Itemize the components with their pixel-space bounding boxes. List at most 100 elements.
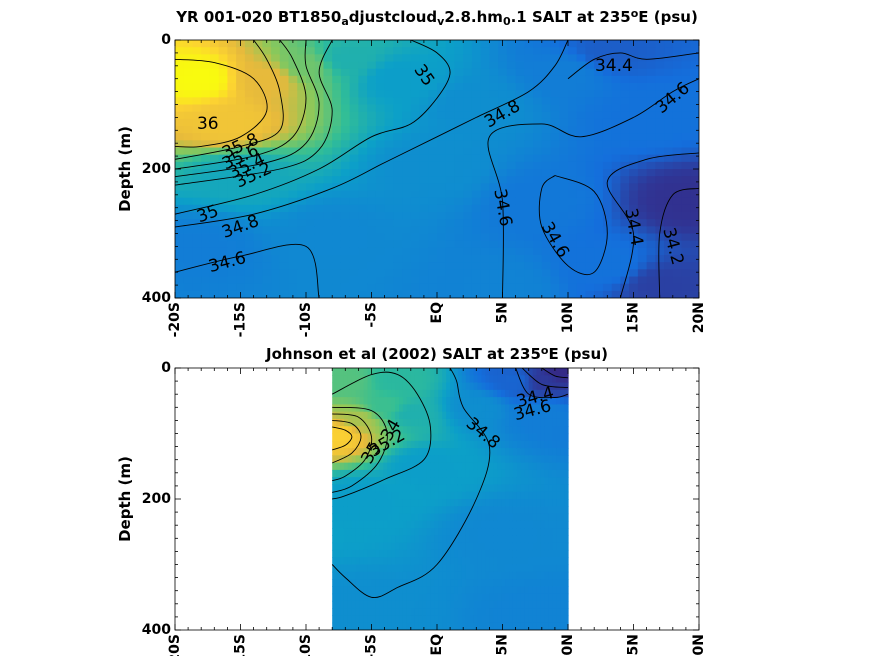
- heatmap-cell: [672, 61, 683, 70]
- heatmap-cell: [520, 433, 526, 442]
- heatmap-cell: [672, 47, 683, 55]
- heatmap-cell: [497, 491, 502, 500]
- heatmap-cell: [524, 579, 530, 587]
- heatmap-cell: [349, 47, 359, 55]
- heatmap-cell: [384, 154, 394, 163]
- heatmap-cell: [576, 226, 587, 235]
- heatmap-cell: [446, 615, 451, 624]
- heatmap-cell: [399, 389, 404, 398]
- heatmap-cell: [399, 469, 404, 478]
- heatmap-cell: [384, 233, 394, 242]
- heatmap-cell: [332, 47, 342, 55]
- heatmap-cell: [672, 283, 683, 292]
- heatmap-cell: [227, 226, 237, 235]
- heatmap-cell: [340, 411, 345, 420]
- heatmap-cell: [480, 190, 490, 199]
- heatmap-cell: [391, 462, 396, 471]
- heatmap-cell: [351, 535, 357, 544]
- heatmap-cell: [227, 290, 237, 298]
- heatmap-cell: [463, 176, 473, 184]
- heatmap-cell: [343, 404, 349, 413]
- heatmap-cell: [672, 276, 683, 285]
- heatmap-cell: [457, 404, 463, 413]
- heatmap-cell: [402, 247, 412, 256]
- heatmap-cell: [528, 397, 534, 405]
- heatmap-cell: [576, 212, 587, 220]
- heatmap-cell: [576, 40, 587, 48]
- heatmap-cell: [445, 176, 456, 184]
- heatmap-cell: [524, 54, 534, 63]
- heatmap-cell: [351, 513, 357, 522]
- heatmap-cell: [620, 154, 630, 163]
- contour-label: 36: [197, 114, 219, 134]
- heatmap-cell: [469, 433, 475, 442]
- heatmap-cell: [544, 608, 549, 617]
- heatmap-cell: [493, 462, 498, 471]
- heatmap-cell: [548, 491, 553, 500]
- heatmap-cell: [406, 600, 412, 609]
- heatmap-cell: [418, 564, 424, 573]
- heatmap-cell: [560, 389, 565, 398]
- heatmap-cell: [568, 176, 578, 184]
- heatmap-cell: [419, 54, 429, 63]
- heatmap-cell: [552, 375, 557, 384]
- heatmap-cell: [465, 513, 471, 522]
- heatmap-cell: [556, 404, 561, 413]
- heatmap-cell: [383, 418, 388, 427]
- heatmap-cell: [428, 126, 438, 134]
- heatmap-cell: [402, 54, 412, 63]
- heatmap-cell: [297, 212, 307, 220]
- heatmap-cell: [379, 455, 384, 464]
- heatmap-cell: [438, 469, 443, 478]
- heatmap-cell: [297, 161, 307, 170]
- heatmap-cell: [379, 506, 384, 515]
- heatmap-cell: [410, 247, 421, 256]
- heatmap-cell: [690, 75, 699, 84]
- heatmap-cell: [498, 240, 508, 249]
- heatmap-cell: [183, 140, 194, 149]
- heatmap-cell: [540, 389, 546, 398]
- heatmap-cell: [406, 542, 412, 551]
- heatmap-cell: [437, 147, 447, 156]
- heatmap-cell: [395, 404, 400, 413]
- heatmap-cell: [402, 535, 408, 544]
- heatmap-cell: [533, 154, 543, 163]
- heatmap-cell: [477, 484, 483, 493]
- heatmap-cell: [515, 283, 525, 292]
- heatmap-cell: [387, 615, 392, 624]
- heatmap-cell: [371, 499, 377, 507]
- heatmap-cell: [201, 83, 211, 91]
- heatmap-cell: [471, 169, 482, 177]
- heatmap-cell: [505, 368, 510, 376]
- heatmap-cell: [481, 418, 487, 427]
- heatmap-cell: [505, 542, 510, 551]
- heatmap-cell: [375, 197, 386, 206]
- heatmap-cell: [336, 433, 341, 442]
- heatmap-cell: [279, 68, 290, 77]
- heatmap-cell: [611, 126, 621, 134]
- heatmap-cell: [244, 61, 255, 70]
- heatmap-cell: [536, 455, 542, 464]
- heatmap-cell: [560, 600, 565, 609]
- heatmap-cell: [336, 404, 341, 413]
- heatmap-cell: [568, 90, 578, 98]
- heatmap-cell: [340, 204, 351, 213]
- heatmap-cell: [395, 484, 400, 493]
- heatmap-cell: [576, 47, 587, 55]
- heatmap-cell: [430, 557, 435, 566]
- heatmap-cell: [399, 600, 404, 609]
- heatmap-cell: [437, 176, 447, 184]
- heatmap-cell: [438, 513, 443, 522]
- heatmap-cell: [253, 140, 263, 149]
- heatmap-cell: [515, 140, 525, 149]
- heatmap-cell: [410, 212, 421, 220]
- heatmap-cell: [664, 219, 674, 227]
- heatmap-cell: [646, 247, 656, 256]
- heatmap-cell: [469, 389, 475, 398]
- heatmap-cell: [498, 104, 508, 113]
- heatmap-cell: [395, 513, 400, 522]
- heatmap-cell: [568, 161, 578, 170]
- heatmap-cell: [505, 564, 510, 573]
- contour-lines: [175, 40, 699, 298]
- heatmap-cell: [349, 126, 359, 134]
